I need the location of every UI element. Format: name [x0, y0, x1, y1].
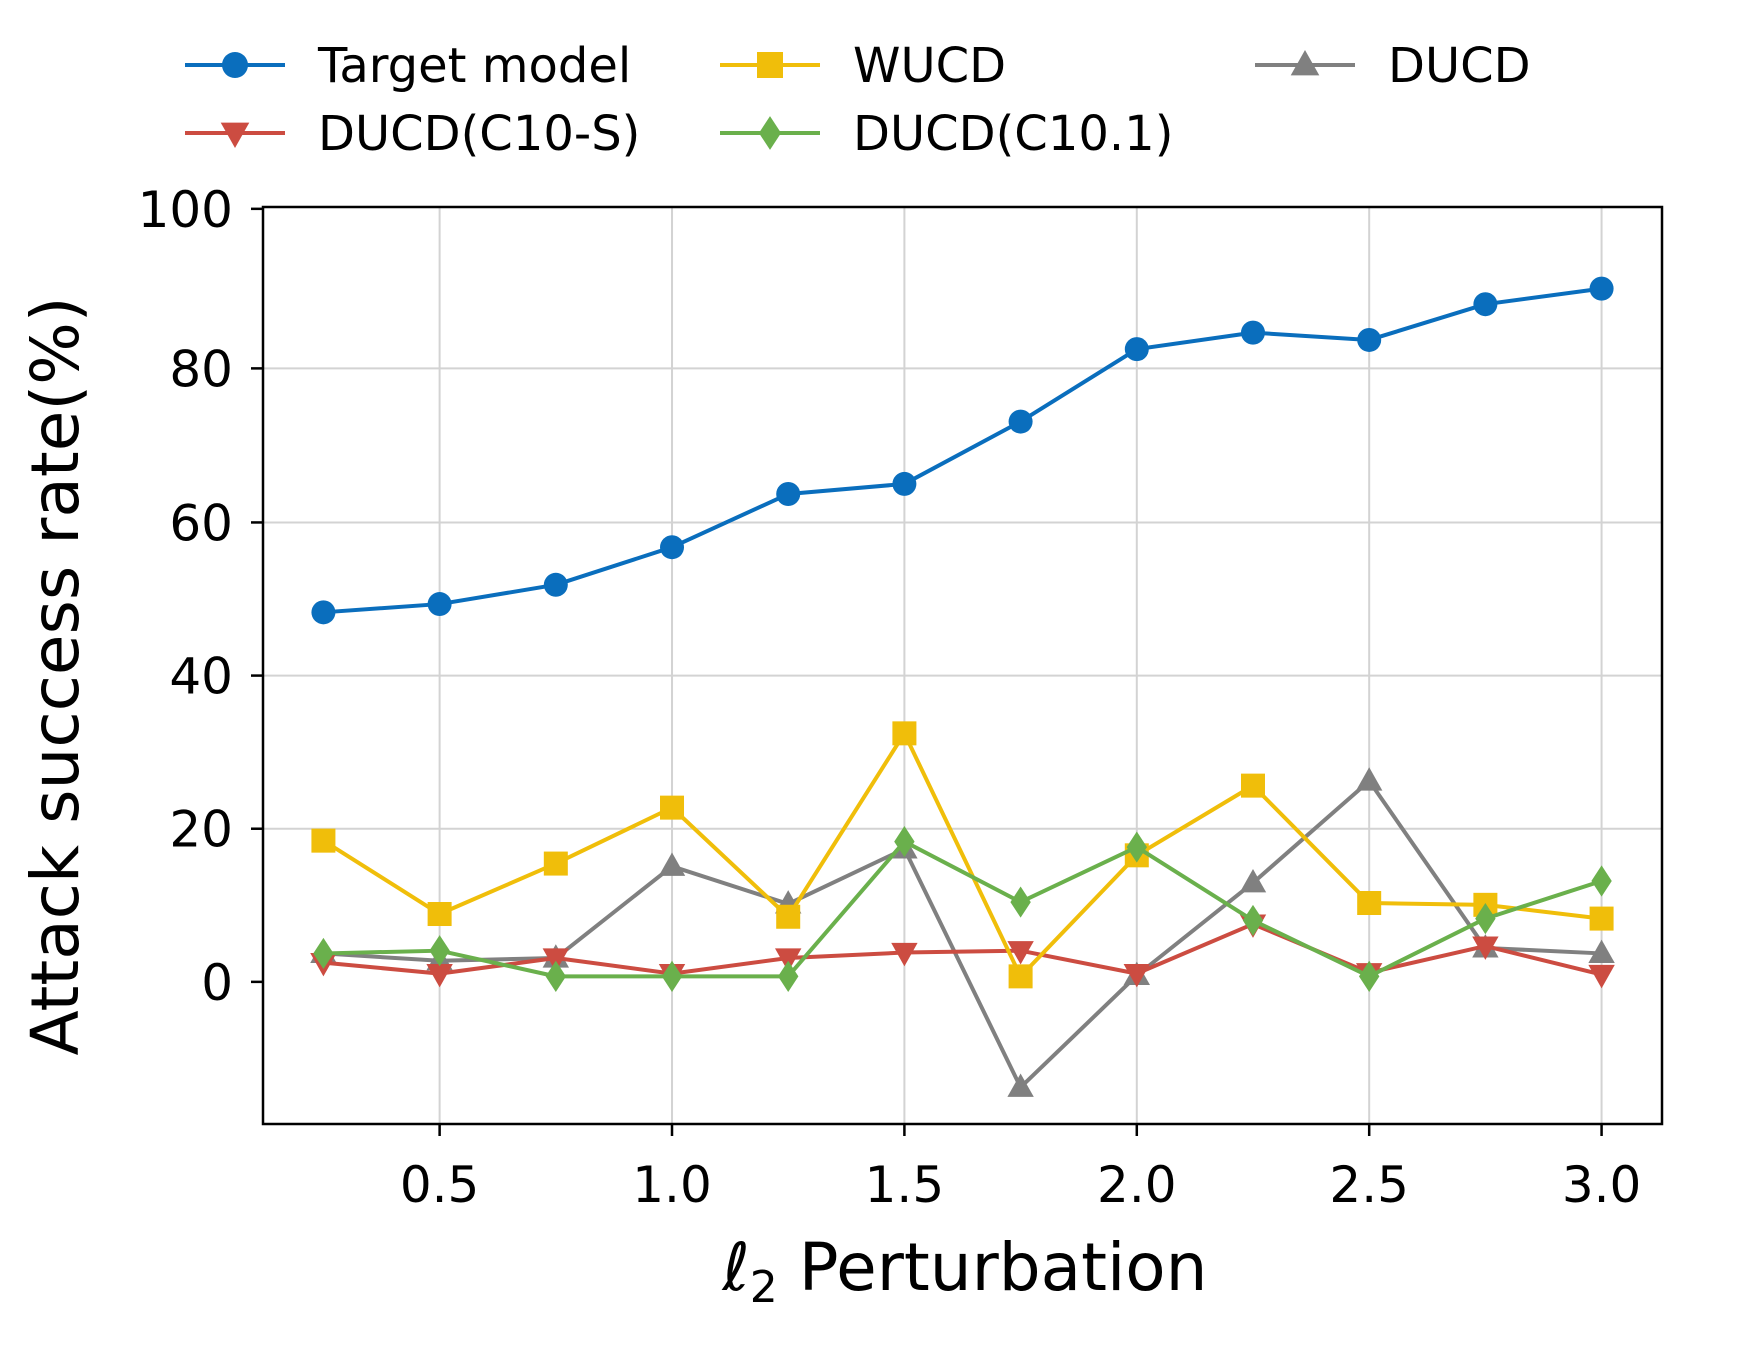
- data-point-ducd-c10-s: [891, 942, 918, 967]
- data-point-target-model: [1357, 327, 1382, 352]
- legend-marker-wucd: [757, 52, 783, 78]
- data-point-ducd-c10-1: [1126, 831, 1147, 863]
- axis-ticks: 0.5 1.0 1.5 2.0 2.5 3.0 0 20 40 60 80 100: [138, 181, 1642, 1214]
- y-tick-label: 60: [169, 494, 233, 552]
- data-point-ducd-c10-1: [429, 935, 450, 967]
- legend-marker-target-model: [222, 52, 248, 78]
- x-axis-title-subscript: 2: [750, 1262, 778, 1313]
- data-point-ducd-c10-1: [1242, 904, 1264, 937]
- series-line-ducd-c10-1: [323, 839, 1603, 979]
- data-point-wucd: [660, 795, 685, 820]
- x-tick-label: 3.0: [1562, 1156, 1642, 1214]
- data-point-target-model: [1589, 276, 1614, 301]
- legend-marker-ducd-c10-s: [220, 122, 250, 148]
- data-point-ducd: [1007, 1073, 1034, 1097]
- series-line-wucd: [322, 731, 1602, 979]
- data-point-wucd: [892, 721, 917, 746]
- data-point-wucd: [776, 904, 801, 929]
- series-target-model: [311, 276, 1614, 625]
- x-tick-label: 2.0: [1097, 1156, 1177, 1214]
- series-line-ducd: [323, 779, 1602, 1090]
- grid: [263, 207, 1662, 1124]
- data-point-ducd-c10-1: [1591, 865, 1612, 897]
- data-point-wucd: [1240, 773, 1265, 798]
- data-point-target-model: [1473, 292, 1498, 317]
- data-point-ducd-c10-1: [1358, 960, 1380, 992]
- data-point-ducd-c10-1: [778, 960, 799, 992]
- data-point-ducd-c10-1: [313, 937, 334, 970]
- data-point-ducd: [1355, 767, 1383, 791]
- data-point-ducd-c10-s: [542, 948, 570, 972]
- legend-item-wucd: WUCD: [720, 38, 1006, 94]
- data-point-target-model: [311, 600, 336, 625]
- series-group: [310, 276, 1615, 1097]
- data-point-ducd-c10-s: [1472, 936, 1499, 960]
- data-point-ducd-c10-s: [775, 948, 802, 972]
- x-tick-label: 1.0: [632, 1156, 712, 1214]
- data-point-ducd: [1239, 869, 1267, 893]
- legend: Target model WUCD DUCD DUCD(C10-S) DUCD(C10.…: [185, 38, 1531, 162]
- y-tick-label: 40: [169, 648, 233, 706]
- data-point-target-model: [543, 572, 568, 597]
- data-point-wucd: [311, 828, 336, 853]
- y-tick-label: 100: [138, 181, 233, 239]
- y-axis-title: Attack success rate(%): [17, 296, 94, 1055]
- data-point-target-model: [660, 535, 685, 560]
- series-wucd: [311, 721, 1614, 989]
- legend-label-target-model: Target model: [317, 38, 631, 94]
- data-point-ducd: [1588, 939, 1615, 964]
- legend-item-ducd-c10-1: DUCD(C10.1): [720, 106, 1173, 162]
- data-point-wucd: [1357, 891, 1382, 916]
- data-point-target-model: [892, 471, 917, 496]
- legend-marker-ducd-c10-1: [758, 116, 782, 150]
- y-tick-label: 20: [169, 801, 233, 859]
- x-tick-label: 1.5: [865, 1156, 945, 1214]
- data-point-ducd-c10-1: [1475, 902, 1496, 935]
- data-point-target-model: [1008, 409, 1033, 434]
- data-point-target-model: [1124, 337, 1149, 362]
- series-ducd-c10-1: [313, 825, 1612, 992]
- data-point-ducd-c10-s: [1123, 964, 1150, 988]
- data-point-ducd-c10-1: [894, 825, 915, 858]
- data-point-ducd-c10-1: [545, 960, 567, 992]
- data-point-ducd-c10-s: [1007, 941, 1034, 965]
- x-axis-title: ℓ2 Perturbation: [721, 1229, 1207, 1313]
- data-point-ducd-c10-s: [426, 964, 453, 988]
- legend-label-ducd-c10-1: DUCD(C10.1): [853, 106, 1173, 162]
- series-ducd: [310, 767, 1615, 1097]
- data-point-ducd: [658, 852, 686, 876]
- data-point-ducd-c10-1: [1010, 886, 1031, 918]
- x-tick-label: 0.5: [400, 1156, 480, 1214]
- data-point-wucd: [1008, 964, 1033, 989]
- legend-label-wucd: WUCD: [853, 38, 1006, 94]
- series-line-target-model: [323, 286, 1602, 615]
- y-tick-label: 0: [201, 954, 233, 1012]
- legend-marker-ducd: [1290, 50, 1320, 76]
- legend-item-target-model: Target model: [185, 38, 631, 94]
- x-tick-label: 2.5: [1329, 1156, 1409, 1214]
- x-axis-title-text: Perturbation: [778, 1229, 1208, 1306]
- legend-label-ducd: DUCD: [1388, 38, 1531, 94]
- data-point-target-model: [1240, 320, 1265, 345]
- plot-area-frame: [261, 205, 1664, 1126]
- data-point-ducd-c10-s: [1588, 964, 1615, 989]
- legend-item-ducd-c10-s: DUCD(C10-S): [185, 106, 640, 162]
- data-point-ducd-c10-1: [661, 960, 683, 992]
- x-axis-title-symbol: ℓ: [721, 1229, 749, 1306]
- y-tick-label: 80: [169, 340, 233, 398]
- legend-label-ducd-c10-s: DUCD(C10-S): [318, 106, 640, 162]
- data-point-wucd: [1589, 906, 1614, 931]
- legend-item-ducd: DUCD: [1255, 38, 1531, 94]
- data-point-wucd: [543, 851, 568, 876]
- data-point-wucd: [427, 902, 452, 927]
- data-point-target-model: [776, 482, 801, 507]
- data-point-target-model: [427, 592, 452, 617]
